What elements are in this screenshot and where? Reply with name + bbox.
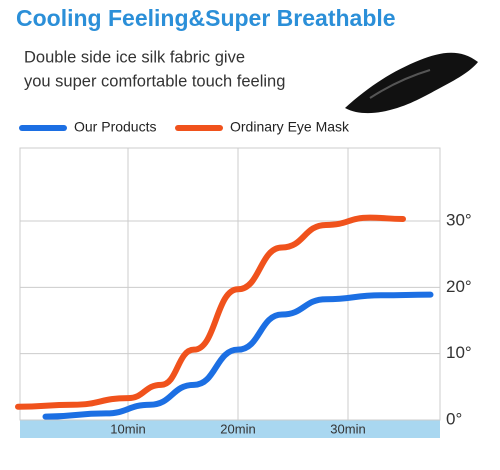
subtitle: Double side ice silk fabric give (24, 48, 245, 66)
fabric-illustration (345, 52, 478, 114)
plot: 0° 10° 20° 30° 10min 20min 30min Our Products Or… (15, 119, 472, 436)
plot-frame (19, 147, 441, 421)
x-tick-label: 10min (110, 421, 145, 436)
y-tick-label: 30° (446, 210, 472, 229)
series-line (15, 214, 406, 410)
x-tick-label: 30min (330, 421, 365, 436)
legend-label: Our Products (74, 119, 156, 135)
x-tick-label: 20min (220, 421, 255, 436)
y-tick-label: 10° (446, 343, 472, 362)
fabric-highlight (369, 69, 431, 99)
legend-label: Ordinary Eye Mask (230, 119, 350, 135)
chart-title: Cooling Feeling&Super Breathable (16, 5, 396, 31)
y-tick-label: 0° (446, 409, 462, 428)
y-tick-label: 20° (446, 277, 472, 296)
series-line (42, 291, 434, 420)
subtitle: you super comfortable touch feeling (24, 72, 285, 90)
x-axis-band (20, 420, 440, 438)
